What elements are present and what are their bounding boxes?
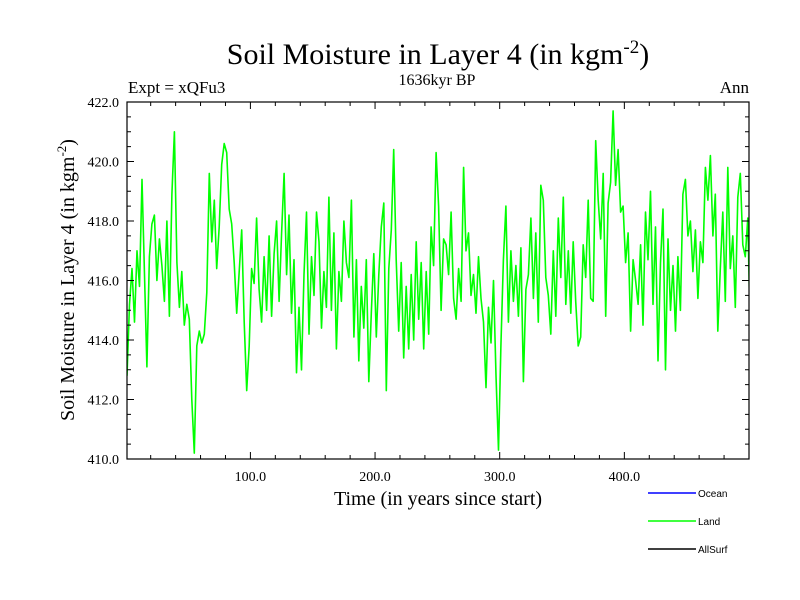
y-tick-label: 418.0	[88, 215, 120, 230]
y-tick-label: 422.0	[88, 96, 120, 111]
y-tick-label: 420.0	[88, 156, 120, 171]
x-axis-label: Time (in years since start)	[334, 488, 542, 510]
chart-subtitle: 1636kyr BP	[399, 72, 476, 89]
x-tick-label: 100.0	[235, 470, 267, 485]
legend-label-ocean: Ocean	[698, 489, 727, 500]
x-axis: 100.0 200.0 300.0 400.0	[150, 102, 725, 485]
y-tick-label: 410.0	[88, 453, 120, 468]
chart-title: Soil Moisture in Layer 4 (in kgm-2)	[227, 37, 649, 71]
x-tick-label: 400.0	[609, 470, 641, 485]
y-tick-label: 414.0	[88, 334, 120, 349]
y-axis-label: Soil Moisture in Layer 4 (in kgm-2)	[54, 139, 79, 421]
series-line-land	[127, 110, 749, 454]
y-tick-label: 412.0	[88, 394, 120, 409]
legend-label-allsurf: AllSurf	[698, 545, 728, 556]
plot-frame	[126, 101, 750, 460]
y-tick-label: 416.0	[88, 275, 120, 290]
experiment-label: Expt = xQFu3	[128, 78, 225, 97]
season-label: Ann	[720, 78, 750, 97]
legend: Ocean Land AllSurf	[648, 489, 728, 556]
x-tick-label: 200.0	[359, 470, 391, 485]
y-axis: 410.0 412.0 414.0 416.0 418.0 420.0 422.0	[88, 96, 749, 468]
legend-label-land: Land	[698, 517, 720, 528]
x-tick-label: 300.0	[484, 470, 516, 485]
